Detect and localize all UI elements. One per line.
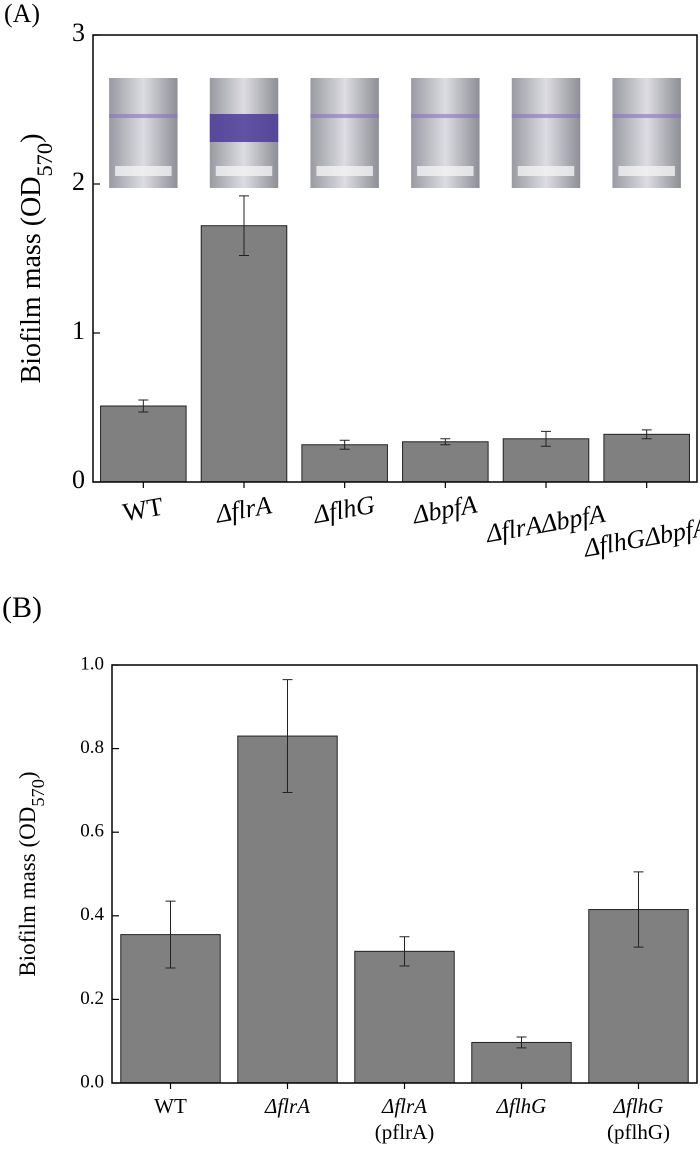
error-bar [339,439,350,450]
x-tick-label: (pflhG) [607,1120,670,1144]
error-bar [541,430,551,447]
y-tick-label: 0.6 [80,821,104,842]
bar [301,444,388,483]
bar [603,433,690,483]
bar [354,950,455,1084]
stain-band [209,114,279,142]
y-tick-label: 0.0 [80,1071,104,1092]
tube-bottom [417,166,474,176]
error-bar [282,679,293,793]
bar [237,735,338,1084]
error-bar [516,1036,527,1049]
y-tick-label: 2 [72,167,85,196]
error-bar [165,900,176,969]
x-tick-label: ΔflhG [613,1094,664,1118]
bar [471,1041,572,1084]
error-bar [440,438,451,446]
y-tick-label: 0 [72,465,85,494]
stain-band [612,114,681,118]
x-tick-label: WT [154,1094,187,1118]
y-label-part: 570 [28,779,48,807]
error-bar [633,871,644,948]
bar [200,225,288,483]
tube-bottom [115,166,172,176]
tube-bottom [316,166,373,176]
y-axis-label: Biofilm mass (OD570) [16,134,56,384]
stain-band [411,114,480,118]
y-label-part: 570 [32,143,57,177]
y-tick-label: 0.2 [80,988,104,1009]
y-label-part: Biofilm mass (OD [16,177,47,384]
x-tick-label: ΔflhG [496,1094,547,1118]
plot-frame [111,664,698,1084]
x-tick-label: ΔbpfA [410,490,480,530]
error-bar [239,195,249,257]
tube-bottom [215,166,273,176]
y-tick-label: 0.4 [80,904,104,925]
tube-bottom [517,166,575,176]
error-bar [399,936,410,967]
y-label-part: ) [15,771,40,779]
error-bar [138,399,149,413]
y-tick-label: 3 [72,18,85,47]
y-axis-label: Biofilm mass (OD570) [15,771,48,976]
bar [100,405,187,483]
stain-band [109,114,178,118]
panel-label: (A) [4,0,40,28]
y-tick-label: 1 [72,316,85,345]
tube-bottom [618,166,675,176]
y-tick-label: 0.8 [80,737,104,758]
x-tick-label: ΔflrA [381,1094,427,1118]
panel-label: (B) [2,591,42,624]
bar [402,441,489,483]
error-bar [641,429,652,440]
x-tick-label: (pflrA) [375,1120,434,1144]
stain-band [511,114,581,118]
plot-frame [92,34,698,483]
stain-band [310,114,379,118]
x-tick-label: WT [120,492,165,528]
y-label-part: ) [16,134,47,143]
x-tick-label: ΔflrA [213,490,274,528]
x-tick-label: ΔflrA [264,1094,310,1118]
x-tick-label: ΔflhG [310,490,377,529]
y-tick-label: 1.0 [80,653,104,674]
y-label-part: Biofilm mass (OD [15,807,40,977]
